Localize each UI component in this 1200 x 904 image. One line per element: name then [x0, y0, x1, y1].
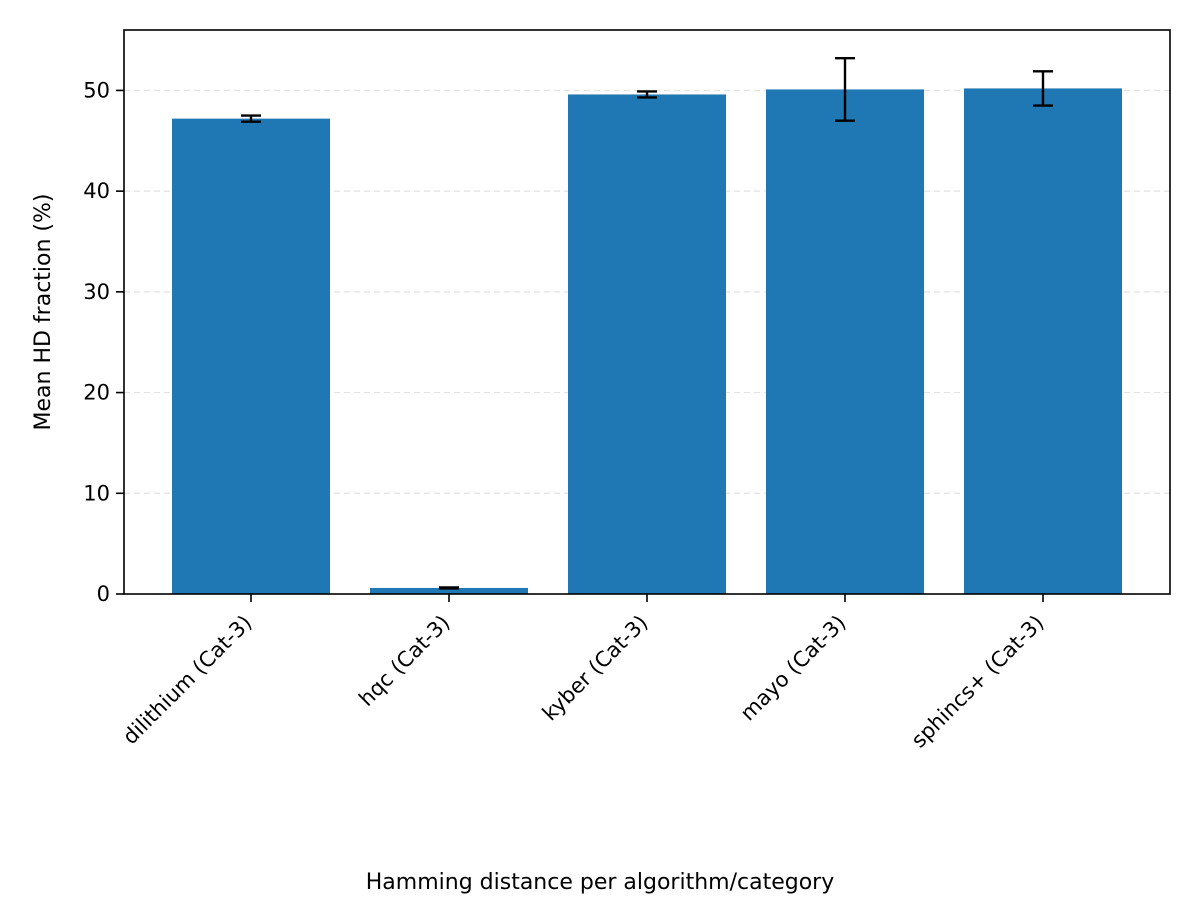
y-tick-label-30: 30	[83, 280, 110, 304]
x-tick-label-2: kyber (Cat-3)	[538, 611, 653, 726]
bar-layer	[172, 88, 1122, 595]
y-tick-label-0: 0	[97, 582, 110, 606]
bar-0	[172, 118, 330, 594]
x-axis-label: Hamming distance per algorithm/category	[366, 870, 834, 895]
y-axis-label: Mean HD fraction (%)	[31, 194, 56, 431]
x-tick-label-4: sphincs+ (Cat-3)	[907, 611, 1049, 753]
error-bar-layer	[241, 57, 1053, 590]
bar-1	[370, 587, 528, 594]
y-tick-label-40: 40	[83, 179, 110, 203]
y-tick-label-10: 10	[83, 481, 110, 505]
x-tick-label-3: mayo (Cat-3)	[736, 611, 851, 726]
x-tick-label-0: dilithium (Cat-3)	[118, 611, 256, 749]
y-tick-label-50: 50	[83, 78, 110, 102]
x-tick-label-1: hqc (Cat-3)	[354, 611, 454, 711]
bar-4	[964, 88, 1122, 595]
y-tick-label-20: 20	[83, 381, 110, 405]
x-axis-ticks: dilithium (Cat-3) hqc (Cat-3) kyber (Cat-3…	[118, 594, 1049, 753]
bar-3	[766, 89, 924, 595]
bar-2	[568, 94, 726, 594]
y-axis-ticks: 0 10 20 30 40 50	[83, 78, 124, 606]
